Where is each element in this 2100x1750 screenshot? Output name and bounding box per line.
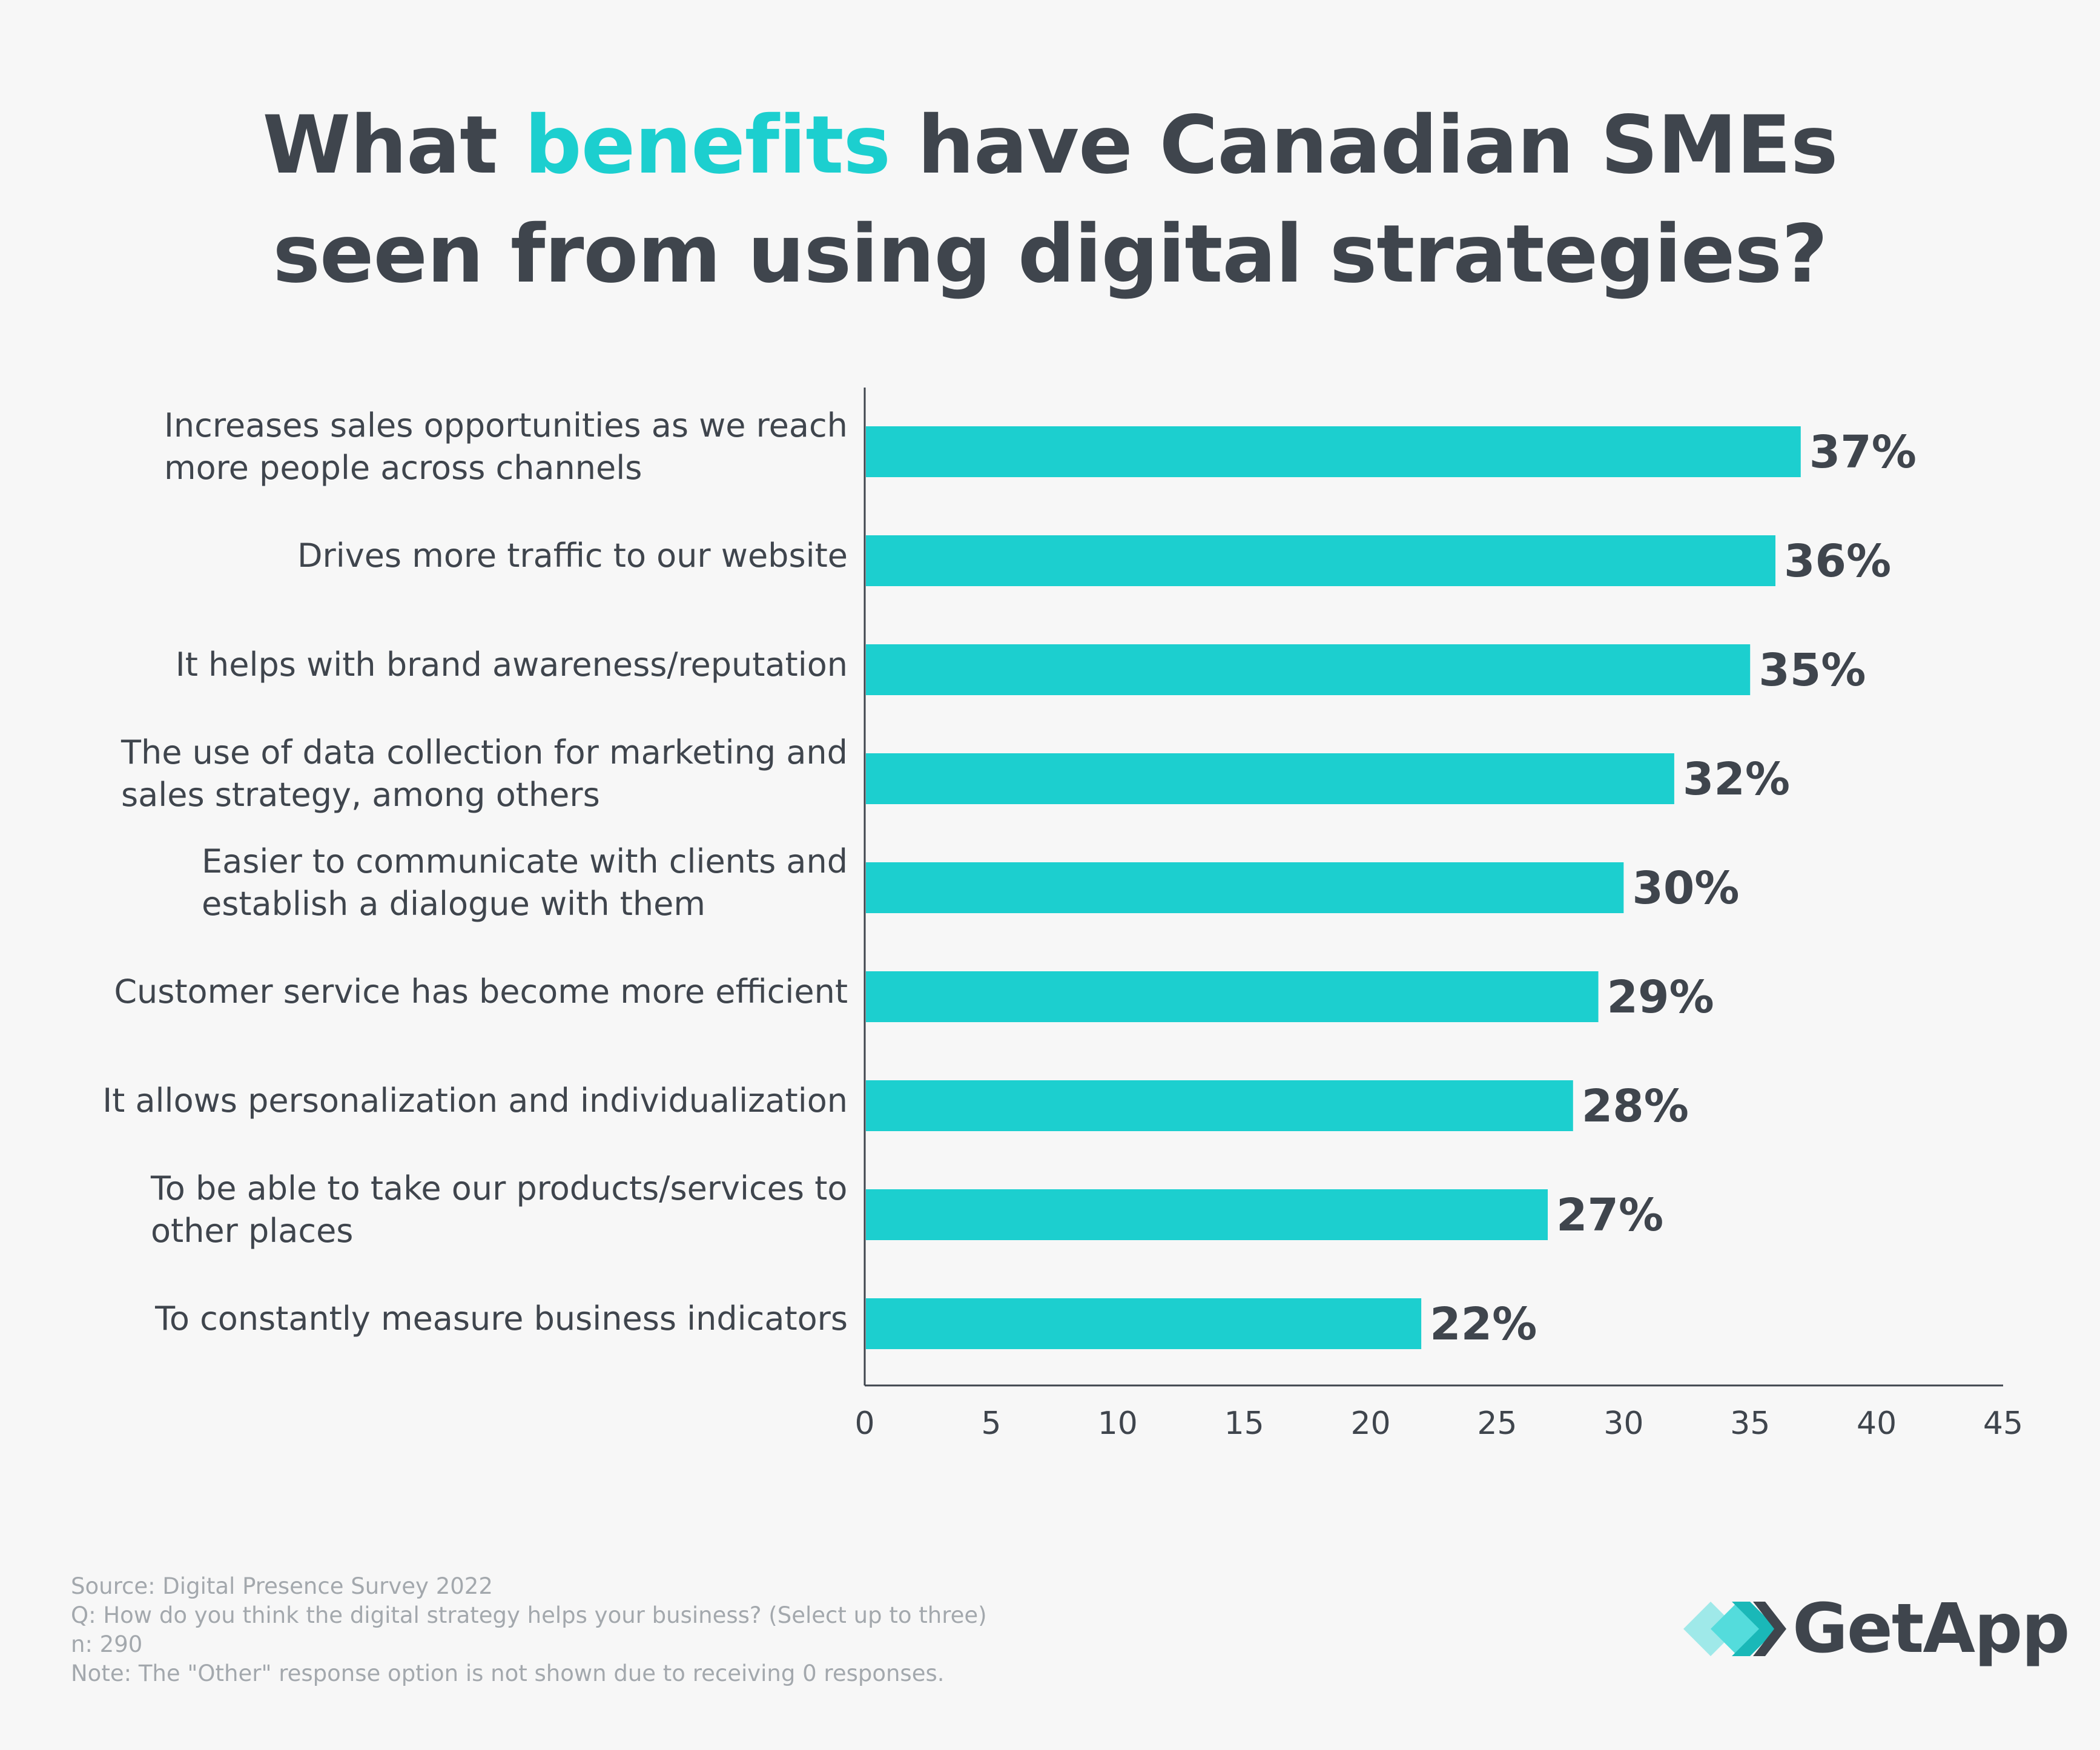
value-label-1: 37% (1809, 426, 1917, 478)
value-label-7: 28% (1582, 1080, 1689, 1132)
category-label-line: To constantly measure business indicator… (155, 1299, 848, 1338)
category-label-line: sales strategy, among others (121, 776, 600, 814)
title-highlight: benefits (524, 99, 891, 192)
category-label-5: Easier to communicate with clients and es… (202, 840, 848, 925)
category-label-line: To be able to take our products/services… (151, 1169, 848, 1207)
value-label-9: 22% (1430, 1298, 1537, 1350)
category-label-1: Increases sales opportunities as we reac… (164, 404, 848, 489)
category-label-line: It allows personalization and individual… (102, 1081, 848, 1120)
bar-8 (866, 1189, 1548, 1240)
getapp-logo: GetApp (1683, 1587, 2070, 1671)
bar-2 (866, 535, 1775, 586)
category-label-line: Drives more traffic to our website (297, 537, 848, 575)
bars-group (866, 426, 1801, 1349)
value-label-8: 27% (1556, 1189, 1663, 1241)
footer-source: Source: Digital Presence Survey 2022 (71, 1573, 493, 1599)
logo-text: GetApp (1792, 1590, 2070, 1668)
category-label-line: establish a dialogue with them (202, 885, 705, 923)
category-label-line: Customer service has become more efficie… (114, 972, 848, 1011)
x-ticks-group: 0 5 10 15 20 25 30 35 40 45 (854, 1405, 2023, 1442)
category-label-line: It helps with brand awareness/reputation (175, 646, 848, 684)
category-label-6: Customer service has become more efficie… (114, 971, 848, 1013)
x-tick-label-35: 35 (1730, 1405, 1770, 1442)
title-line-1: What benefits have Canadian SMEs (0, 91, 2100, 200)
title-text-post: have Canadian SMEs (890, 99, 1838, 192)
x-tick-label-20: 20 (1350, 1405, 1390, 1442)
bar-7 (866, 1080, 1573, 1131)
category-label-4: The use of data collection for marketing… (121, 731, 848, 816)
bar-3 (866, 644, 1751, 695)
bar-5 (866, 862, 1624, 913)
title-text-pre: What (262, 99, 525, 192)
title-line-2: seen from using digital strategies? (272, 208, 1828, 301)
category-label-7: It allows personalization and individual… (102, 1080, 848, 1122)
category-label-line: The use of data collection for marketing… (121, 733, 848, 771)
bar-4 (866, 753, 1674, 804)
getapp-chevrons-icon (1683, 1602, 1786, 1656)
value-labels-group: 37% 36% 35% 32% 30% 29% 28% 27% 22% (1430, 426, 1917, 1350)
value-label-6: 29% (1607, 971, 1714, 1023)
bar-chart: 37% 36% 35% 32% 30% 29% 28% 27% 22% 0 5 10 15 20 25 30… (854, 388, 2023, 1442)
category-label-line: other places (151, 1212, 354, 1250)
footer-note: Note: The "Other" response option is not… (71, 1660, 945, 1686)
footer-question: Q: How do you think the digital strategy… (71, 1602, 987, 1628)
bar-6 (866, 971, 1599, 1022)
value-label-3: 35% (1758, 644, 1866, 696)
x-tick-label-15: 15 (1224, 1405, 1264, 1442)
footer-sample-size: n: 290 (71, 1631, 143, 1657)
category-label-line: Increases sales opportunities as we reac… (164, 406, 848, 444)
x-tick-label-30: 30 (1603, 1405, 1643, 1442)
category-label-3: It helps with brand awareness/reputation (176, 644, 848, 686)
category-label-9: To constantly measure business indicator… (155, 1298, 848, 1340)
x-tick-label-0: 0 (854, 1405, 874, 1442)
category-label-2: Drives more traffic to our website (297, 535, 848, 577)
footer-notes: Source: Digital Presence Survey 2022 Q: … (71, 1572, 987, 1688)
x-tick-label-45: 45 (1983, 1405, 2023, 1442)
x-tick-label-5: 5 (981, 1405, 1001, 1442)
x-tick-label-40: 40 (1857, 1405, 1897, 1442)
value-label-2: 36% (1784, 535, 1891, 587)
value-label-4: 32% (1683, 753, 1790, 805)
category-label-8: To be able to take our products/services… (151, 1167, 848, 1252)
x-tick-label-25: 25 (1477, 1405, 1517, 1442)
value-label-5: 30% (1632, 862, 1739, 914)
chart-title: What benefits have Canadian SMEs seen fr… (0, 91, 2100, 309)
category-label-line: more people across channels (164, 449, 642, 487)
category-label-line: Easier to communicate with clients and (202, 842, 848, 880)
x-tick-label-10: 10 (1098, 1405, 1138, 1442)
bar-9 (866, 1298, 1422, 1349)
bar-1 (866, 426, 1801, 477)
